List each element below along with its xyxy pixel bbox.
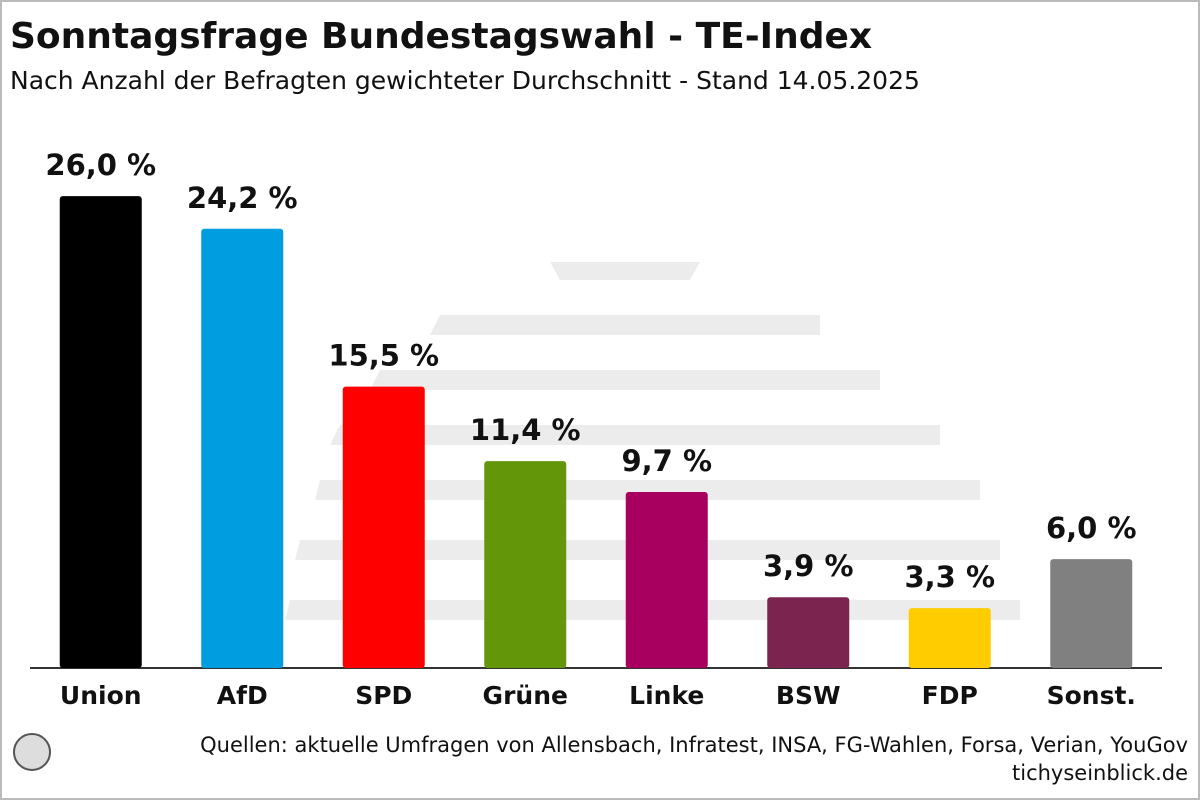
bar — [59, 196, 142, 668]
x-tick-label: Grüne — [483, 681, 568, 710]
value-label: 26,0 % — [45, 148, 156, 182]
x-tick-label: Sonst. — [1047, 681, 1136, 710]
value-label: 6,0 % — [1046, 511, 1137, 545]
bar — [767, 597, 850, 668]
logo — [13, 733, 51, 771]
x-tick-label: BSW — [776, 681, 841, 710]
x-tick-label: FDP — [922, 681, 978, 710]
x-tick-label: Union — [60, 681, 142, 710]
source: Quellen: aktuelle Umfragen von Allensbac… — [200, 733, 1188, 757]
value-label: 3,9 % — [763, 549, 854, 583]
x-tick-label: SPD — [355, 681, 412, 710]
chart-title: Sonntagsfrage Bundestagswahl - TE-Index — [10, 16, 872, 57]
x-tick-label: Linke — [629, 681, 704, 710]
bar — [342, 386, 425, 668]
website: tichyseinblick.de — [1012, 761, 1188, 785]
x-tick-label: AfD — [217, 681, 268, 710]
bar — [908, 608, 991, 668]
value-label: 9,7 % — [621, 444, 712, 478]
value-label: 15,5 % — [328, 339, 439, 373]
bar — [625, 491, 708, 668]
value-label: 24,2 % — [187, 181, 298, 215]
bar — [484, 461, 567, 668]
value-label: 11,4 % — [470, 413, 581, 447]
chart-subtitle: Nach Anzahl der Befragten gewichteter Du… — [10, 66, 920, 95]
bar — [1050, 559, 1133, 668]
bar — [201, 228, 284, 668]
value-label: 3,3 % — [904, 560, 995, 594]
